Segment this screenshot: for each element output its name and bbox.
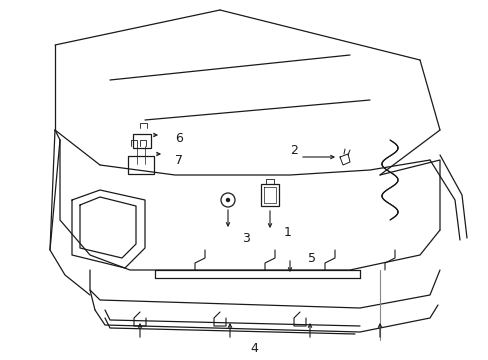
Text: 7: 7 <box>175 153 183 166</box>
Circle shape <box>226 198 229 202</box>
Bar <box>133 134 151 148</box>
Bar <box>128 156 154 174</box>
Text: 3: 3 <box>242 231 249 244</box>
Text: 5: 5 <box>307 252 315 265</box>
Text: 1: 1 <box>284 225 291 239</box>
Text: 4: 4 <box>249 342 257 355</box>
Text: 2: 2 <box>289 144 297 157</box>
Bar <box>261 184 279 206</box>
Text: 6: 6 <box>175 131 183 144</box>
